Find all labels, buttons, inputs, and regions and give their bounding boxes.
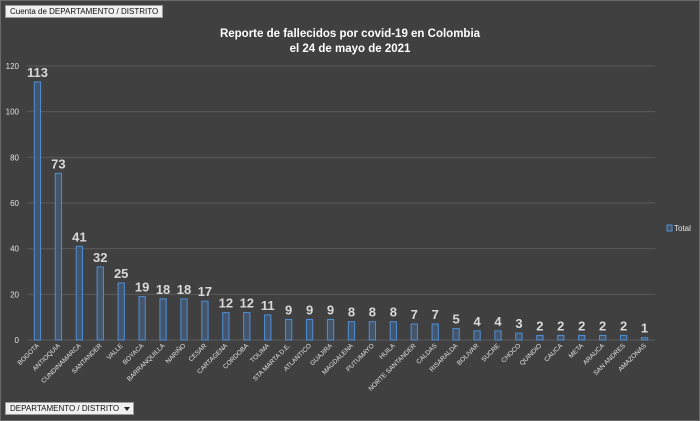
data-label: 7 (432, 307, 439, 322)
x-tick-label: CAUCA (543, 342, 565, 364)
bar[interactable] (117, 282, 125, 341)
x-tick-label: BOLIVAR (456, 342, 481, 367)
data-label: 2 (536, 318, 543, 333)
bar[interactable] (285, 318, 293, 341)
data-label: 5 (453, 312, 460, 327)
data-label: 9 (285, 302, 292, 317)
x-tick-label: VALLE (106, 342, 125, 361)
data-label: 8 (369, 305, 376, 320)
data-label: 19 (135, 280, 149, 295)
data-label: 4 (494, 314, 502, 329)
bar[interactable] (431, 323, 439, 341)
bars (33, 81, 649, 341)
bar[interactable] (452, 328, 460, 341)
data-label: 18 (177, 282, 191, 297)
bar[interactable] (557, 334, 565, 341)
bar[interactable] (96, 266, 104, 341)
chart-title-line: el 24 de mayo de 2021 (290, 43, 411, 55)
chart-title: Reporte de fallecidos por covid-19 en Co… (220, 28, 481, 55)
y-tick-label: 20 (10, 290, 19, 299)
data-label: 17 (198, 284, 212, 299)
y-tick-label: 60 (10, 199, 19, 208)
chart-title-line: Reporte de fallecidos por covid-19 en Co… (220, 28, 481, 40)
bar[interactable] (389, 321, 397, 341)
data-label: 11 (261, 298, 275, 313)
pivot-axis-field-label: DEPARTAMENTO / DISTRITO (10, 404, 120, 413)
y-tick-label: 100 (6, 108, 20, 117)
pivot-axis-field-button[interactable]: DEPARTAMENTO / DISTRITO (5, 402, 135, 415)
x-tick-label: BARRANQUILLA (126, 342, 167, 383)
data-label: 7 (411, 307, 418, 322)
data-label: 3 (515, 316, 522, 331)
bar[interactable] (75, 245, 83, 341)
legend: Total (666, 224, 691, 233)
data-label: 9 (306, 302, 313, 317)
bar[interactable] (222, 312, 230, 341)
bar[interactable] (640, 337, 649, 341)
y-tick-label: 0 (15, 336, 20, 345)
bar[interactable] (368, 321, 377, 341)
bar[interactable] (54, 172, 63, 341)
data-label: 9 (327, 302, 334, 317)
bar[interactable] (494, 330, 502, 341)
data-label: 8 (348, 305, 355, 320)
x-tick-label: SUCRE (480, 342, 502, 364)
data-label: 12 (219, 296, 233, 311)
data-label: 2 (620, 318, 627, 333)
bar[interactable] (33, 81, 42, 341)
data-label: 2 (578, 318, 585, 333)
data-label: 12 (240, 296, 254, 311)
data-label: 113 (27, 65, 48, 80)
x-tick-label: QUINDIO (519, 342, 544, 367)
bar[interactable] (243, 312, 251, 341)
bar[interactable] (305, 318, 314, 341)
data-label: 18 (156, 282, 170, 297)
bar[interactable] (264, 314, 272, 341)
y-tick-label: 40 (10, 245, 19, 254)
legend-swatch (666, 224, 673, 232)
bar[interactable] (138, 296, 146, 341)
bar[interactable] (180, 298, 188, 341)
bar[interactable] (599, 334, 607, 341)
gridlines (27, 65, 655, 341)
bar[interactable] (410, 323, 418, 341)
data-label: 4 (473, 314, 481, 329)
bar[interactable] (515, 332, 523, 341)
data-label: 1 (641, 321, 648, 336)
bar[interactable] (619, 334, 628, 341)
chevron-down-icon[interactable] (124, 407, 131, 411)
data-label: 25 (114, 266, 128, 281)
bar[interactable] (473, 330, 481, 341)
x-tick-label: HUILA (378, 342, 397, 361)
data-label: 32 (93, 250, 107, 265)
bar[interactable] (326, 318, 335, 341)
data-label: 41 (72, 229, 86, 244)
bar[interactable] (536, 334, 544, 341)
x-tick-label: META (568, 342, 586, 360)
x-tick-label: NARIÑO (163, 341, 187, 365)
bar[interactable] (578, 334, 586, 341)
legend-entry: Total (674, 224, 691, 233)
bar[interactable] (347, 321, 356, 341)
bar[interactable] (201, 300, 209, 341)
y-axis: 0 20 40 60 80 100 120 (6, 62, 20, 345)
data-label: 73 (51, 156, 65, 171)
data-label: 2 (599, 318, 606, 333)
data-label: 2 (557, 318, 564, 333)
y-tick-label: 120 (6, 62, 20, 71)
pivot-value-field-button[interactable]: Cuenta de DEPARTAMENTO / DISTRITO (5, 5, 164, 18)
x-tick-label: STA MARTA D.E. (252, 342, 292, 382)
pivot-value-field-label: Cuenta de DEPARTAMENTO / DISTRITO (10, 7, 159, 16)
bar[interactable] (159, 298, 167, 341)
y-tick-label: 80 (10, 153, 19, 162)
data-label: 8 (390, 305, 397, 320)
